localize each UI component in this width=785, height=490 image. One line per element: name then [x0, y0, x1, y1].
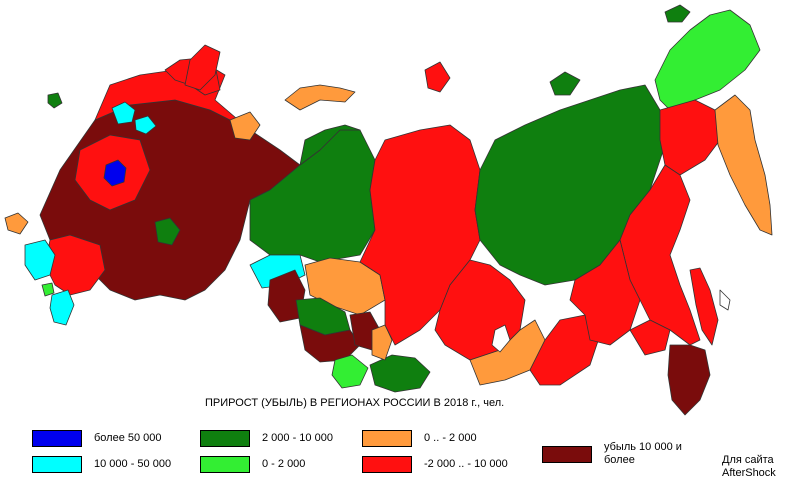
region-novaya-zemlya: [184, 44, 221, 91]
legend-label: 0 - 2 000: [262, 458, 306, 470]
region-crimea: [4, 212, 29, 235]
russia-regions-map: [4, 4, 773, 416]
legend-label: убыль 10 000 и более: [604, 441, 682, 466]
map-title: ПРИРОСТ (УБЫЛЬ) В РЕГИОНАХ РОССИИ В 2018…: [205, 397, 505, 409]
legend-item-3: 0 - 2 000: [200, 456, 305, 473]
region-karelia-cyan: [134, 115, 157, 135]
region-severnaya-zemlya: [284, 84, 356, 111]
region-sakhalin: [689, 267, 719, 346]
region-kuril: [719, 289, 731, 311]
legend-label: -2 000 .. - 10 000: [424, 458, 508, 470]
region-chukotka: [654, 9, 761, 111]
region-kamchatka: [714, 94, 773, 236]
legend-swatch: [32, 456, 82, 473]
legend-label: 0 .. - 2 000: [424, 432, 477, 444]
legend-item-0: более 50 000: [32, 430, 162, 447]
legend-item-2: 2 000 - 10 000: [200, 430, 333, 447]
region-primorye: [667, 344, 711, 416]
region-magadan: [659, 99, 721, 176]
legend-label: 2 000 - 10 000: [262, 432, 333, 444]
legend-swatch: [542, 445, 592, 463]
region-new-siberian: [664, 4, 691, 23]
legend-item-1: 10 000 - 50 000: [32, 456, 171, 473]
region-dagestan: [49, 289, 75, 326]
region-baikal: [491, 324, 511, 353]
region-yamal-peninsula: [229, 111, 261, 141]
legend-item-4: 0 .. - 2 000: [362, 430, 477, 447]
region-yamal-north: [299, 124, 361, 166]
region-krasnodar: [24, 239, 56, 281]
region-altai-rep: [331, 354, 369, 389]
credit-text: Для сайта AfterShock: [722, 454, 776, 479]
legend-swatch: [200, 430, 250, 447]
region-amur: [569, 239, 641, 346]
region-kaliningrad: [47, 92, 63, 109]
legend-item-5: -2 000 .. - 10 000: [362, 456, 508, 473]
region-adygea: [41, 282, 55, 297]
region-jewish-ao: [629, 319, 671, 356]
legend-swatch: [362, 456, 412, 473]
legend-swatch: [362, 430, 412, 447]
region-yakutia-islands: [549, 71, 581, 96]
legend-swatch: [32, 430, 82, 447]
region-south-red: [44, 234, 106, 296]
region-tuva: [369, 354, 431, 393]
region-tatarstan: [154, 217, 181, 246]
legend-label: 10 000 - 50 000: [94, 458, 172, 470]
legend-swatch: [200, 456, 250, 473]
region-khakassia: [371, 324, 393, 361]
legend-item-6: убыль 10 000 и более: [542, 441, 714, 467]
region-moscow: [103, 159, 127, 187]
region-spb: [111, 101, 136, 125]
legend-label: более 50 000: [94, 432, 162, 444]
region-altai-krai: [299, 324, 361, 363]
region-taimyr-islands: [424, 61, 451, 93]
